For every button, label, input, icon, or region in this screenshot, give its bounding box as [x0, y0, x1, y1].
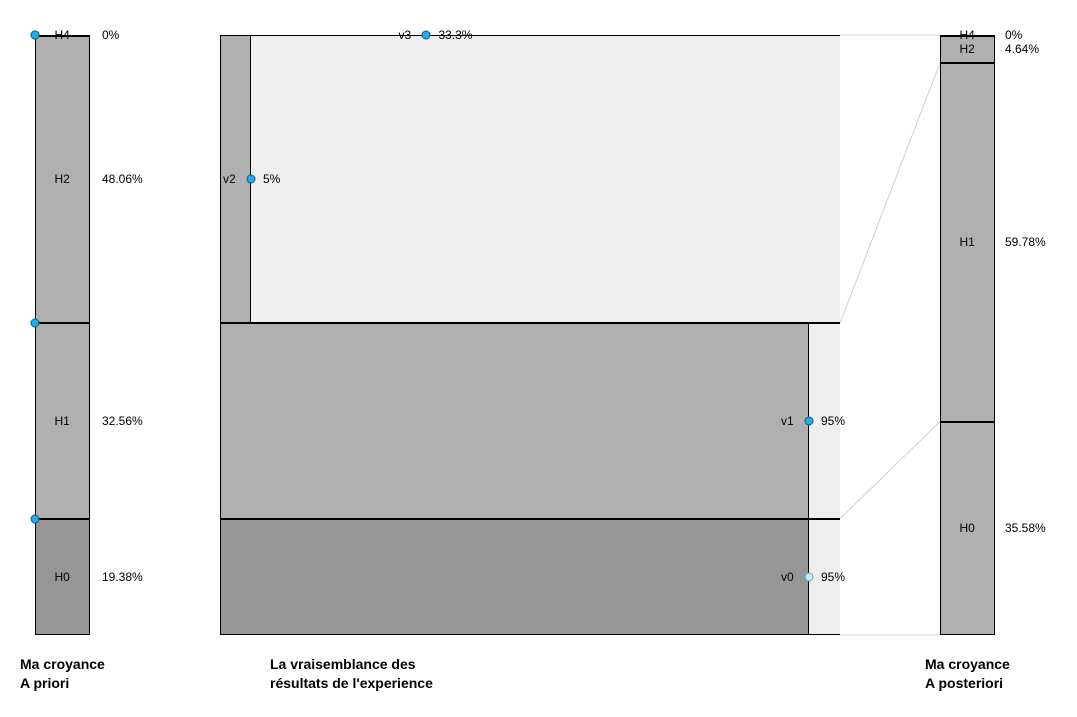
title-prior: Ma croyanceA priori [20, 655, 105, 693]
likelihood-label-v1: v1 [781, 414, 794, 428]
likelihood-handle-v1[interactable] [805, 417, 814, 426]
likelihood-label-v2: v2 [223, 172, 236, 186]
likelihood-pct-v3: 33.3% [438, 28, 472, 42]
prior-pct-H4: 0% [102, 28, 119, 42]
prior-pct-H0: 19.38% [102, 570, 143, 584]
prior-pct-H2: 48.06% [102, 172, 143, 186]
posterior-label-H1: H1 [960, 235, 975, 249]
prior-handle-H4[interactable] [31, 31, 40, 40]
prior-handle-H0[interactable] [31, 514, 40, 523]
prior-label-H4: H4 [55, 28, 70, 42]
bayes-diagram: H0 19.38% H1 32.56% H2 48.06% H4 0% v0 95% v1 95% v2… [0, 0, 1077, 717]
likelihood-pct-v0: 95% [821, 570, 845, 584]
title-likelihood: La vraisemblance desrésultats de l'exper… [270, 655, 433, 693]
likelihood-pct-v1: 95% [821, 414, 845, 428]
posterior-pct-H1: 59.78% [1005, 235, 1046, 249]
likelihood-label-v0: v0 [781, 570, 794, 584]
posterior-pct-H2: 4.64% [1005, 42, 1039, 56]
likelihood-bar-v0 [220, 519, 809, 635]
likelihood-handle-v3[interactable] [422, 31, 431, 40]
title-posterior: Ma croyanceA posteriori [925, 655, 1010, 693]
likelihood-bg-v2 [220, 35, 840, 323]
prior-label-H1: H1 [55, 414, 70, 428]
prior-pct-H1: 32.56% [102, 414, 143, 428]
likelihood-label-v3: v3 [398, 28, 411, 42]
posterior-pct-H4: 0% [1005, 28, 1022, 42]
prior-label-H0: H0 [55, 570, 70, 584]
posterior-label-H0: H0 [960, 521, 975, 535]
likelihood-bar-v1 [220, 323, 809, 518]
likelihood-handle-v2[interactable] [247, 175, 256, 184]
posterior-pct-H0: 35.58% [1005, 521, 1046, 535]
posterior-label-H4: H4 [960, 28, 975, 42]
prior-label-H2: H2 [55, 172, 70, 186]
likelihood-handle-v0[interactable] [805, 572, 814, 581]
prior-handle-H1[interactable] [31, 319, 40, 328]
posterior-label-H2: H2 [960, 42, 975, 56]
likelihood-pct-v2: 5% [263, 172, 280, 186]
